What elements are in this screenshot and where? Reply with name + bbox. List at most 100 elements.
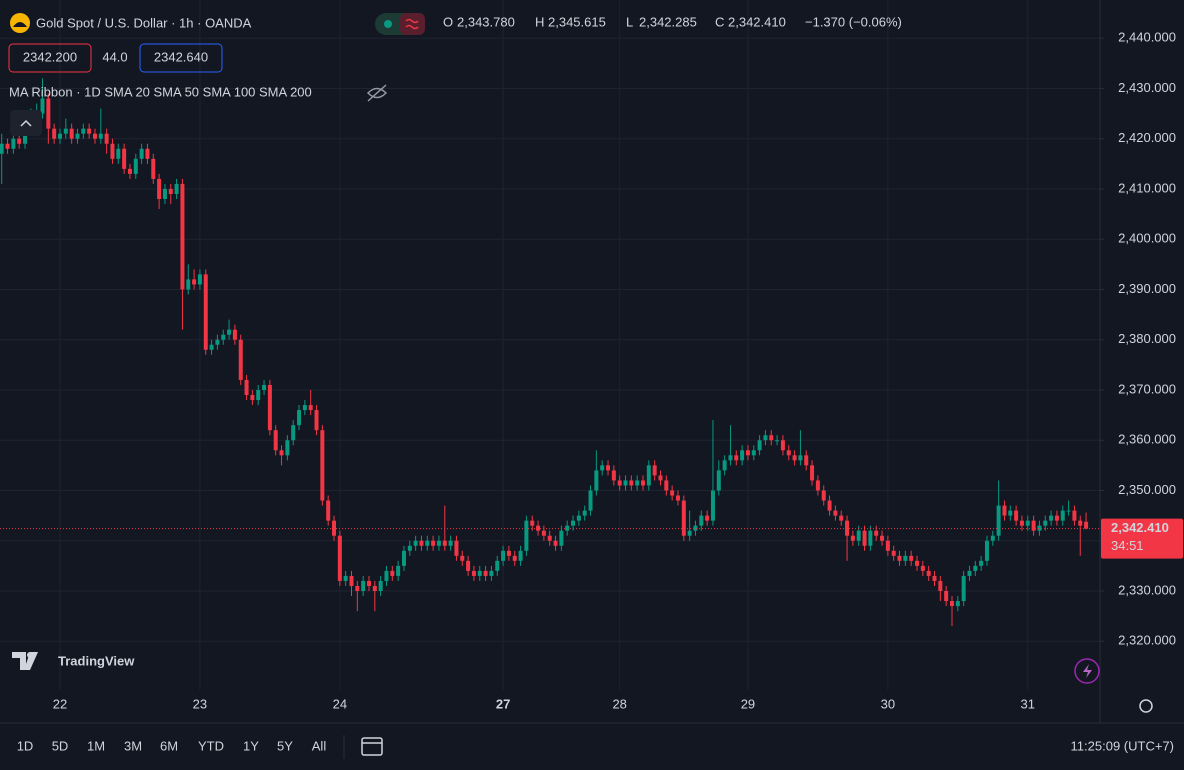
candle-body xyxy=(547,535,552,541)
x-tick-label: 31 xyxy=(1021,696,1035,711)
candle-body xyxy=(238,339,243,380)
collapse-button[interactable] xyxy=(10,110,42,136)
candle-body xyxy=(524,520,529,551)
y-tick-label: 2,370.000 xyxy=(1118,381,1176,396)
range-button[interactable]: 5Y xyxy=(277,738,293,753)
sell-button[interactable] xyxy=(8,43,92,73)
candle-body xyxy=(495,560,500,571)
range-button[interactable]: 1Y xyxy=(243,738,259,753)
candle-body xyxy=(273,430,278,451)
candle-body xyxy=(926,570,931,576)
candle-body xyxy=(378,580,383,591)
candle-body xyxy=(670,490,675,496)
clock[interactable]: 11:25:09 (UTC+7) xyxy=(1071,738,1174,753)
candle-body xyxy=(92,133,97,139)
candle-body xyxy=(1060,510,1065,521)
range-button[interactable]: YTD xyxy=(198,738,224,753)
candle-body xyxy=(483,570,488,576)
buy-button[interactable] xyxy=(139,43,223,73)
y-tick-label: 2,360.000 xyxy=(1118,432,1176,447)
candle-body xyxy=(576,515,581,521)
candle-body xyxy=(798,455,803,461)
candle-body xyxy=(413,540,418,546)
candle-body xyxy=(979,560,984,566)
candle-body xyxy=(279,450,284,456)
candle-body xyxy=(361,580,366,591)
countdown: 34:51 xyxy=(1111,538,1144,553)
candle-body xyxy=(810,465,815,481)
range-button[interactable]: 1M xyxy=(87,738,105,753)
symbol-title[interactable]: Gold Spot / U.S. Dollar · 1h · OANDA xyxy=(36,15,252,30)
candle-body xyxy=(501,550,506,561)
x-tick-label: 22 xyxy=(53,696,67,711)
y-tick-label: 2,390.000 xyxy=(1118,281,1176,296)
candle-body xyxy=(431,540,436,546)
ohlc-key: C xyxy=(715,14,724,29)
candle-body xyxy=(221,334,226,340)
candle-body xyxy=(133,158,138,174)
candle-body xyxy=(151,158,156,179)
candle-body xyxy=(687,530,692,536)
range-button[interactable]: 1D xyxy=(17,738,34,753)
candle-body xyxy=(699,515,704,526)
candle-body xyxy=(5,143,10,149)
candle-body xyxy=(903,555,908,561)
range-button[interactable]: 6M xyxy=(160,738,178,753)
candle-body xyxy=(745,450,750,456)
candle-body xyxy=(425,540,430,546)
candle-body xyxy=(1072,510,1077,521)
sell-price: 2342.200 xyxy=(23,49,77,64)
candle-body xyxy=(757,440,762,451)
candle-body xyxy=(372,585,377,591)
candle-body xyxy=(582,510,587,516)
candle-body xyxy=(75,133,80,139)
x-tick-label: 23 xyxy=(193,696,207,711)
alert-button[interactable] xyxy=(1074,658,1100,684)
ohlc-value: 2,342.410 xyxy=(728,14,786,29)
candle-body xyxy=(262,384,267,390)
y-tick-label: 2,400.000 xyxy=(1118,231,1176,246)
y-tick-label: 2,420.000 xyxy=(1118,130,1176,145)
candle-body xyxy=(250,395,255,401)
range-button[interactable]: 5D xyxy=(52,738,69,753)
candle-body xyxy=(308,405,313,411)
x-tick-label: 28 xyxy=(612,696,626,711)
range-button[interactable]: All xyxy=(312,738,327,753)
x-tick-label: 27 xyxy=(496,696,510,711)
candle-body xyxy=(285,440,290,456)
candle-body xyxy=(839,515,844,521)
candle-body xyxy=(355,585,360,591)
candle-body xyxy=(1054,515,1059,521)
candle-body xyxy=(58,133,62,139)
candle-body xyxy=(611,470,616,481)
candle-body xyxy=(180,183,185,290)
candle-body xyxy=(1031,520,1036,531)
settings-button[interactable] xyxy=(1139,699,1153,713)
candle-body xyxy=(192,279,197,285)
candle-body xyxy=(407,545,412,551)
indicator-legend[interactable]: MA Ribbon · 1D SMA 20 SMA 50 SMA 100 SMA… xyxy=(9,84,312,99)
candle-body xyxy=(845,520,850,536)
date-range-button[interactable] xyxy=(361,737,383,756)
candle-body xyxy=(366,580,371,586)
candle-body xyxy=(780,440,785,451)
candle-body xyxy=(973,565,978,571)
candle-body xyxy=(955,601,960,607)
candle-body xyxy=(17,138,22,144)
candle-body xyxy=(63,128,68,134)
candle-body xyxy=(127,168,132,174)
hide-indicator-icon[interactable] xyxy=(366,84,388,102)
last-price-box xyxy=(1101,518,1183,559)
candle-body xyxy=(681,500,686,536)
candle-body xyxy=(291,425,296,441)
candle-body xyxy=(52,128,57,139)
candle-body xyxy=(267,384,272,431)
range-button[interactable]: 3M xyxy=(124,738,142,753)
candle-body xyxy=(1002,505,1007,516)
plot xyxy=(0,78,1100,627)
candle-body xyxy=(716,470,721,491)
ohlc-value: 2,342.285 xyxy=(639,14,697,29)
candle-body xyxy=(145,148,150,159)
candle-body xyxy=(996,505,1001,536)
